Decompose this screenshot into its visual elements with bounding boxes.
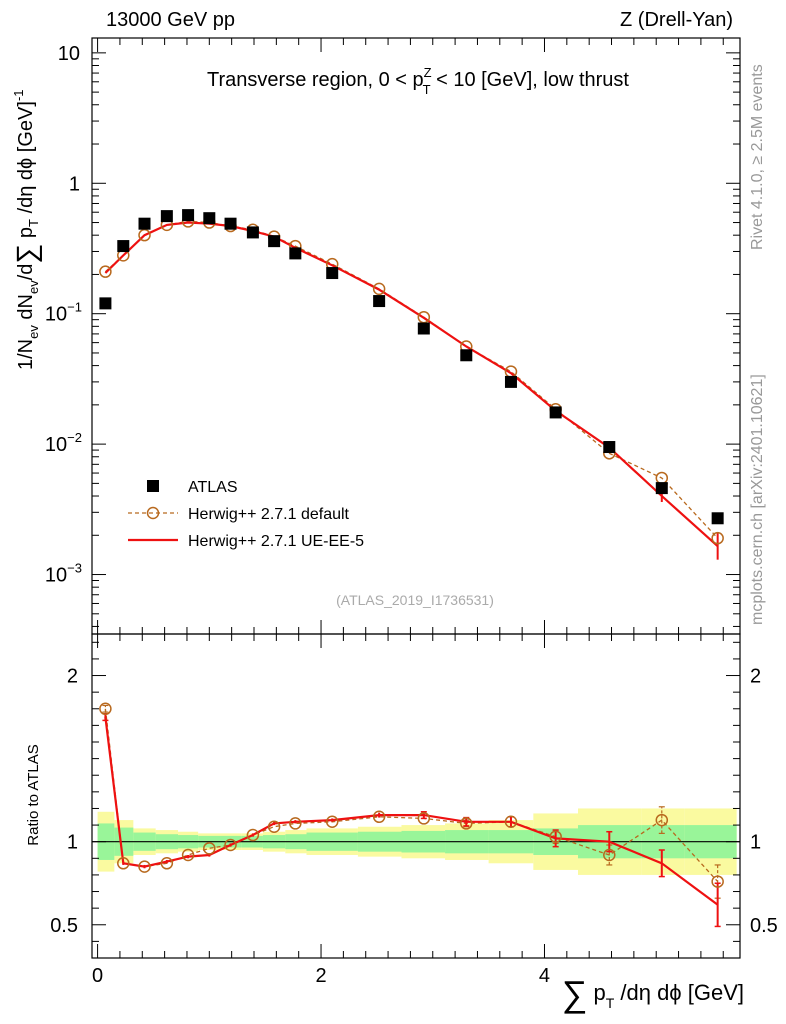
atlas-point-13 <box>460 349 473 362</box>
legend-atlas-marker <box>147 480 159 492</box>
ratio-default-point-10 <box>325 815 339 829</box>
header-right: Z (Drell-Yan) <box>620 9 733 31</box>
main-ytick-label-exp: −3 <box>67 561 82 576</box>
default-point-18 <box>711 531 724 545</box>
ratio-default-point-0 <box>99 702 112 716</box>
main-title: Transverse region, 0 < pZ T < 10 [GeV], l… <box>207 65 629 97</box>
atlas-point-14 <box>504 375 517 388</box>
ratio-default-point-11 <box>372 810 386 824</box>
main-ytick-label-base: 10 <box>45 304 67 326</box>
ratio-default-point-16 <box>603 848 616 862</box>
legend-ueee5-label: Herwig++ 2.7.1 UE-EE-5 <box>188 533 364 550</box>
ratio-panel: 2 2 1 1 0.5 0.5 0 2 4 <box>50 633 778 987</box>
atlas-point-16 <box>603 441 616 454</box>
atlas-point-9 <box>289 247 302 260</box>
atlas-point-3 <box>160 210 173 223</box>
atlas-point-0 <box>99 297 112 310</box>
ratio-default-point-15 <box>549 830 562 843</box>
ratio-ytick-label-right-1: 1 <box>750 832 761 854</box>
main-ytick-label-base: 10 <box>45 434 67 456</box>
main-ytick-label-base: 10 <box>45 565 67 587</box>
main-ytick-label-1: 1 <box>69 173 80 195</box>
default-point-11 <box>372 282 386 296</box>
atlas-point-4 <box>182 209 195 222</box>
atlas-point-10 <box>326 267 339 280</box>
atlas-point-18 <box>711 512 724 525</box>
main-ylabel: 1/Nev dNev/d∑ pT /dη dϕ [GeV]-1 <box>11 89 42 370</box>
ratio-default-point-7 <box>246 828 260 842</box>
atlas-point-6 <box>224 217 237 230</box>
atlas-point-2 <box>138 217 151 230</box>
ratio-default-point-14 <box>504 815 518 829</box>
mcplots-label: mcplots.cern.ch [arXiv:2401.10621] <box>749 374 766 625</box>
main-ytick-label-4: 10−3 <box>45 561 82 587</box>
ratio-frame <box>91 633 741 959</box>
main-ytick-label-exp: −1 <box>67 300 82 315</box>
ratio-default-point-2 <box>138 860 151 873</box>
legend-default-marker <box>146 506 160 520</box>
ratio-default-point-6 <box>224 838 237 852</box>
xtick-label-0: 0 <box>92 965 103 987</box>
main-ytick-label-3: 10−2 <box>45 430 82 456</box>
ratio-default-point-5 <box>203 842 216 855</box>
ratio-default-point-3 <box>160 857 174 870</box>
ratio-default-point-8 <box>267 820 281 833</box>
atlas-point-1 <box>117 240 130 253</box>
ratio-default-point-13 <box>460 817 473 830</box>
ratio-default-point-9 <box>289 817 302 830</box>
atlas-point-8 <box>268 235 281 248</box>
series-ueee5-line <box>104 221 719 548</box>
ratio-ytick-label-left-2: 0.5 <box>50 915 78 937</box>
ratio-ytick-label-left-0: 2 <box>67 666 78 688</box>
main-ytick-label-0: 10 <box>58 43 80 65</box>
atlas-point-12 <box>417 322 430 335</box>
atlas-point-15 <box>549 406 562 419</box>
default-point-0 <box>99 265 112 278</box>
ratio-default-point-4 <box>181 848 195 862</box>
ratio-default-point-17 <box>655 813 669 827</box>
atlas-point-17 <box>655 482 668 495</box>
watermark: (ATLAS_2019_I1736531) <box>336 592 494 608</box>
xtick-label-2: 4 <box>539 965 550 987</box>
ratio-ytick-label-left-1: 1 <box>67 832 78 854</box>
header-left: 13000 GeV pp <box>106 9 235 31</box>
ratio-default-point-12 <box>417 812 431 825</box>
x-axis-label: ∑ pT /dη dϕ [GeV] <box>562 973 744 1014</box>
main-ytick-label-exp: −2 <box>67 430 82 445</box>
xtick-label-1: 2 <box>315 965 326 987</box>
main-ytick-label-2: 10−1 <box>45 300 82 326</box>
atlas-point-11 <box>373 295 386 308</box>
ratio-ytick-label-right-0: 2 <box>750 666 761 688</box>
ratio-ylabel: Ratio to ATLAS <box>25 744 42 845</box>
legend: ATLAS Herwig++ 2.7.1 default Herwig++ 2.… <box>128 479 364 550</box>
atlas-point-5 <box>203 212 216 225</box>
legend-atlas-label: ATLAS <box>188 479 238 496</box>
ratio-default-point-18 <box>711 875 724 888</box>
legend-default-label: Herwig++ 2.7.1 default <box>188 506 350 523</box>
atlas-point-7 <box>246 226 259 239</box>
ratio-default-point-1 <box>117 857 130 870</box>
ratio-ytick-label-right-2: 0.5 <box>750 915 778 937</box>
rivet-label: Rivet 4.1.0, ≥ 2.5M events <box>749 64 766 250</box>
